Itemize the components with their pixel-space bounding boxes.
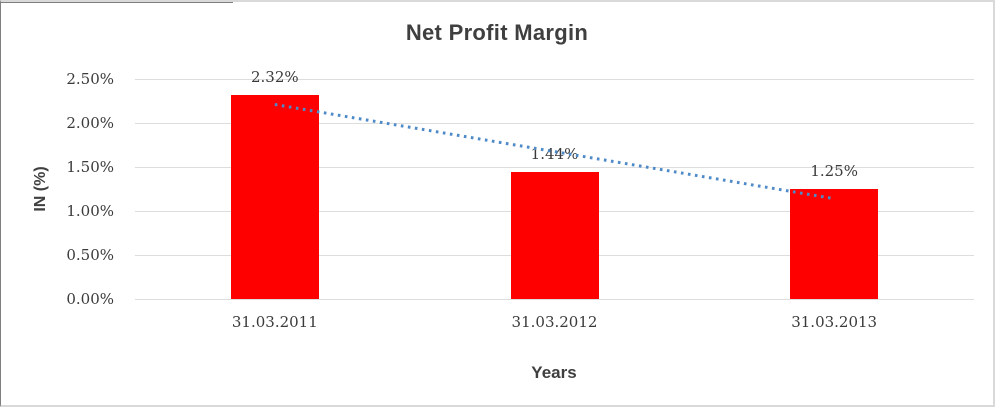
bar-31.03.2012[interactable] [510, 172, 599, 299]
y-tick-label: 0.50% [66, 246, 114, 264]
gridline [135, 122, 974, 124]
gridline [135, 166, 974, 168]
y-tick-label: 2.00% [66, 114, 114, 132]
chart-title: Net Profit Margin [405, 20, 589, 45]
trendline[interactable] [135, 79, 974, 299]
x-tick-label: 31.03.2012 [511, 313, 598, 331]
bar-31.03.2011[interactable] [230, 94, 319, 299]
y-tick-label: 1.00% [66, 202, 114, 220]
y-tick-label: 1.50% [66, 158, 114, 176]
gridline [135, 78, 974, 80]
x-axis-line [135, 298, 974, 300]
frame-top-edge [1, 2, 233, 3]
x-tick-label: 31.03.2013 [791, 313, 878, 331]
data-label: 2.32% [251, 67, 299, 86]
y-tick-label: 0.00% [66, 290, 114, 308]
x-tick-label: 31.03.2011 [231, 313, 318, 331]
trendline-path[interactable] [274, 103, 835, 201]
plot-area: 2.32% 31.03.2011 1.44% 31.03.2012 1.25% 31.03… [135, 68, 974, 331]
y-tick-label: 2.50% [66, 70, 114, 88]
x-axis-title: Years [531, 363, 577, 382]
data-label: 1.25% [810, 162, 858, 180]
bar-31.03.2013[interactable] [790, 189, 879, 299]
